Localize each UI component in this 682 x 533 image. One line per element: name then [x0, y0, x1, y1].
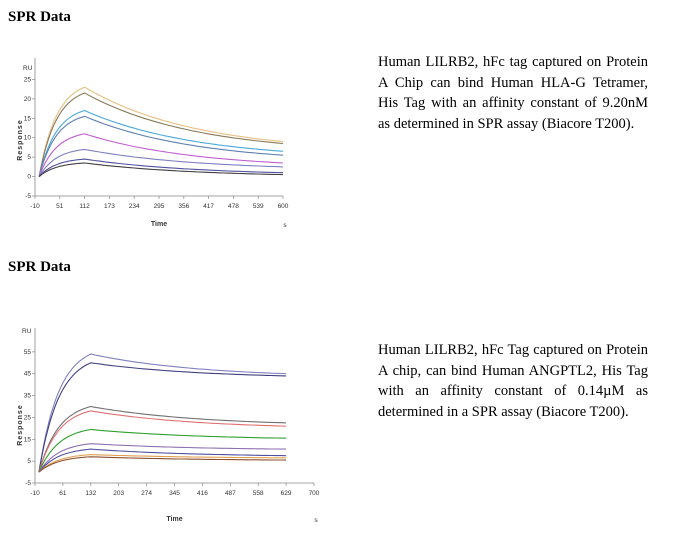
x-tick-label: 345	[169, 490, 180, 497]
series-line-5	[38, 133, 284, 177]
x-tick-label: 539	[253, 203, 264, 210]
x-tick-label: 600	[278, 203, 289, 210]
section-title: SPR Data	[8, 9, 71, 25]
y-tick-label: 15	[24, 115, 32, 122]
x-tick-label: 478	[228, 203, 239, 210]
series-line-7	[38, 448, 287, 473]
series-line-8	[38, 454, 287, 473]
series-line-9	[38, 456, 287, 473]
series-line-2	[38, 92, 284, 177]
x-tick-label: 356	[178, 203, 189, 210]
y-tick-label: 45	[24, 371, 32, 378]
series-line-7	[38, 158, 284, 177]
y-tick-label: 15	[24, 436, 32, 443]
series-line-6	[38, 443, 287, 473]
y-tick-label: 55	[24, 349, 32, 356]
series-line-3	[38, 109, 284, 177]
series-line-5	[38, 428, 287, 473]
plot-area: -5 5 15 25 35 45 55 -10 61 132 203 274 345 416 487 558 6…	[17, 328, 320, 524]
series-line-1	[38, 86, 284, 177]
series-line-2	[38, 362, 287, 473]
y-tick-label: -5	[25, 480, 31, 487]
y-tick-label: 25	[24, 76, 32, 83]
y-unit-label: RU	[23, 65, 33, 72]
x-tick-label: 51	[56, 203, 64, 210]
x-tick-label: 274	[141, 490, 152, 497]
series-line-4	[38, 410, 287, 473]
y-tick-label: 5	[27, 154, 31, 161]
x-tick-label: 112	[79, 203, 90, 210]
x-tick-label: 173	[104, 203, 115, 210]
chart-description: Human LILRB2, hFc tag captured on Protei…	[378, 54, 648, 132]
y-tick-label: -5	[25, 193, 31, 200]
x-tick-label: 416	[197, 490, 208, 497]
x-unit-label: s	[283, 222, 287, 229]
y-tick-label: 35	[24, 393, 32, 400]
x-axis-title: Time	[151, 221, 167, 228]
section-title: SPR Data	[8, 259, 71, 275]
series-line-8	[38, 162, 284, 178]
y-axis-title: Response	[17, 119, 24, 160]
x-tick-label: -10	[30, 203, 40, 210]
y-tick-label: 5	[27, 458, 31, 465]
x-tick-label: 234	[129, 203, 140, 210]
x-tick-label: 558	[253, 490, 264, 497]
y-tick-label: 10	[24, 135, 32, 142]
x-tick-label: 417	[203, 203, 214, 210]
x-tick-label: 700	[309, 490, 320, 497]
x-tick-label: 132	[85, 490, 96, 497]
y-tick-label: 20	[24, 96, 32, 103]
series-line-6	[38, 148, 284, 177]
x-unit-label: s	[314, 517, 318, 524]
x-axis-title: Time	[166, 516, 182, 523]
x-tick-label: 61	[59, 490, 67, 497]
x-tick-label: 487	[225, 490, 236, 497]
x-tick-label: -10	[30, 490, 40, 497]
x-tick-label: 629	[281, 490, 292, 497]
y-unit-label: RU	[22, 328, 32, 335]
series-line-3	[38, 405, 287, 473]
chart-description: Human LILRB2, hFc Tag captured on Protei…	[378, 342, 648, 420]
series-line-4	[38, 115, 284, 177]
series-line-1	[38, 353, 287, 473]
x-tick-label: 295	[154, 203, 165, 210]
x-tick-label: 203	[113, 490, 124, 497]
y-tick-label: 25	[24, 414, 32, 421]
plot-area: -5 0 5 10 15 20 25 -10 51 112 173 234 295 356 417 478 53…	[17, 58, 289, 229]
y-tick-label: 0	[27, 174, 31, 181]
y-axis-title: Response	[17, 404, 24, 445]
